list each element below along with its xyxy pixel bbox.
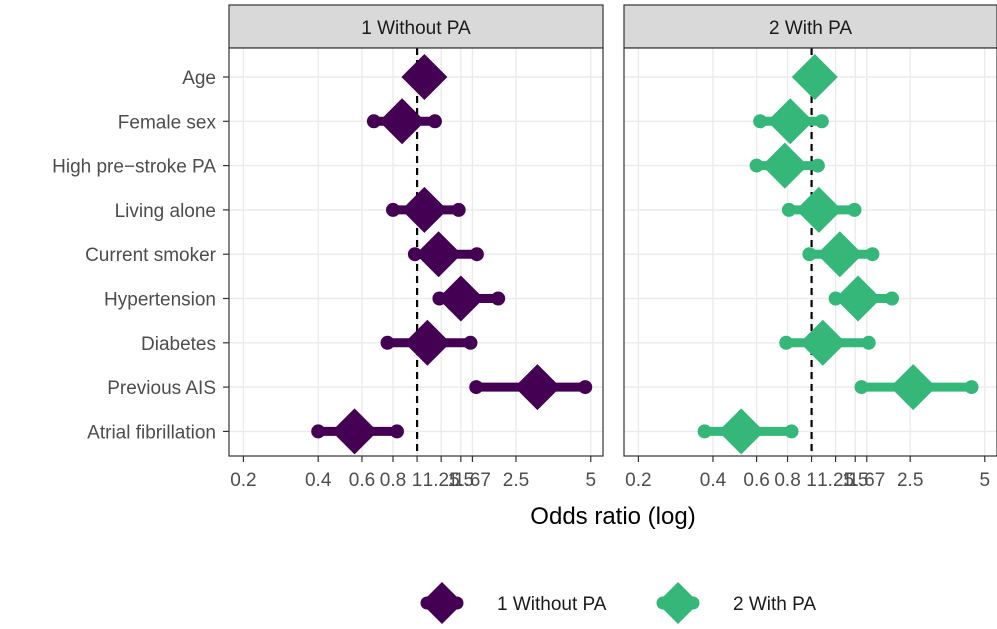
y-tick-label-previous-ais: Previous AIS — [107, 378, 216, 399]
y-tick-label-female-sex: Female sex — [118, 112, 217, 133]
x-tick-label: 0.8 — [774, 470, 800, 491]
point-estimate-female-sex — [379, 98, 426, 145]
point-estimate-previous-ais — [890, 364, 937, 411]
y-tick-label-high-pre-stroke-pa: High pre−stroke PA — [52, 157, 216, 178]
point-estimate-living-alone — [401, 186, 448, 233]
point-estimate-living-alone — [795, 186, 842, 233]
point-estimate-current-smoker — [816, 231, 863, 278]
x-tick-label: 1.25 — [817, 470, 854, 491]
ci-lower-cap — [311, 424, 326, 439]
x-tick-label: 5 — [980, 470, 991, 491]
facet-strip-background — [623, 4, 997, 49]
ci-upper-cap — [463, 335, 478, 350]
y-tick-label-atrial-fibrillation: Atrial fibrillation — [87, 422, 216, 443]
x-tick-label: 0.4 — [305, 470, 332, 491]
ci-lower-cap — [697, 424, 712, 439]
x-tick-label: 1.25 — [423, 470, 460, 491]
ci-upper-cap — [491, 291, 506, 306]
panel-border — [623, 47, 997, 457]
x-tick-label: 0.8 — [380, 470, 406, 491]
ci-lower-cap — [781, 202, 796, 217]
x-tick-label: 1.5 — [448, 470, 474, 491]
x-axis-label: Odds ratio (log) — [530, 503, 695, 530]
y-axis-labels: Age Female sex High pre−stroke PA Living al… — [52, 68, 229, 443]
x-tick-label: 0.2 — [625, 470, 651, 491]
panel-1-without-pa: 1 Without PA 0.2 0.4 0.6 0.8 1 1.251.51.67 2.5 5 — [228, 4, 604, 491]
x-tick-label: 0.4 — [700, 470, 727, 491]
ci-lower-cap — [854, 380, 869, 395]
point-estimate-diabetes — [404, 319, 451, 366]
ci-upper-cap — [578, 380, 593, 395]
point-estimate-hypertension — [835, 275, 882, 322]
ci-lower-cap — [386, 202, 401, 217]
y-tick-label-age: Age — [182, 68, 216, 89]
ci-upper-cap — [847, 202, 862, 217]
panel-2-with-pa: 2 With PA 0.2 0.4 0.6 0.8 1 1.251.51.67 2.5 5 — [623, 4, 997, 491]
ci-upper-cap — [389, 424, 404, 439]
x-tick-label: 0.6 — [349, 470, 375, 491]
ci-upper-cap — [814, 114, 829, 129]
ci-upper-cap — [884, 291, 899, 306]
ci-upper-cap — [964, 380, 979, 395]
legend: 1 Without PA 2 With PA — [420, 582, 816, 624]
point-estimate-atrial-fibrillation — [331, 408, 378, 455]
legend-key-diamond — [421, 582, 463, 624]
ci-upper-cap — [784, 424, 799, 439]
x-tick-label: 1.5 — [842, 470, 868, 491]
facet-strip-label: 2 With PA — [769, 18, 852, 39]
point-estimate-age — [791, 54, 838, 100]
ci-lower-cap — [753, 114, 768, 129]
legend-item-2-with-pa: 2 With PA — [656, 582, 816, 624]
y-tick-label-current-smoker: Current smoker — [85, 245, 217, 266]
ci-upper-cap — [865, 247, 880, 262]
ci-upper-cap — [469, 247, 484, 262]
point-estimate-hypertension — [437, 275, 484, 322]
point-estimate-female-sex — [767, 98, 814, 145]
facet-strip-background — [228, 4, 604, 49]
point-estimate-age — [401, 54, 448, 100]
x-tick-label: 2.5 — [503, 470, 529, 491]
ci-lower-cap — [366, 114, 381, 129]
x-tick-label: 5 — [585, 470, 596, 491]
y-tick-label-diabetes: Diabetes — [141, 334, 216, 355]
legend-label: 1 Without PA — [497, 594, 607, 615]
ci-upper-cap — [451, 202, 466, 217]
ci-lower-cap — [380, 335, 395, 350]
panel-border — [228, 47, 604, 457]
x-tick-label: 1 — [806, 470, 817, 491]
ci-upper-cap — [810, 158, 825, 173]
x-tick-label: 1.67 — [848, 470, 885, 491]
ci-lower-cap — [407, 247, 422, 262]
x-tick-label: 1.67 — [454, 470, 491, 491]
y-tick-label-hypertension: Hypertension — [104, 290, 216, 311]
ci-lower-cap — [802, 247, 817, 262]
ci-upper-cap — [427, 114, 442, 129]
ci-lower-cap — [749, 158, 764, 173]
facet-strip-label: 1 Without PA — [361, 18, 471, 39]
legend-key-diamond — [657, 582, 699, 624]
legend-label: 2 With PA — [733, 594, 816, 615]
x-tick-label: 1 — [412, 470, 423, 491]
facet-panels: 1 Without PA0.2 0.4 0.6 0.8 1 1.251.51.67 2.5 5… — [228, 4, 997, 491]
ci-upper-cap — [861, 335, 876, 350]
ci-lower-cap — [779, 335, 794, 350]
y-tick-label-living-alone: Living alone — [115, 201, 216, 222]
ci-lower-cap — [469, 380, 484, 395]
point-estimate-high-pre-stroke-pa — [761, 142, 808, 189]
legend-item-1-without-pa: 1 Without PA — [420, 582, 607, 624]
point-estimate-atrial-fibrillation — [718, 408, 765, 455]
point-estimate-current-smoker — [415, 231, 462, 278]
point-estimate-diabetes — [799, 319, 846, 366]
x-tick-label: 0.2 — [230, 470, 256, 491]
point-estimate-previous-ais — [514, 364, 561, 411]
x-tick-label: 2.5 — [897, 470, 923, 491]
x-tick-label: 0.6 — [743, 470, 769, 491]
